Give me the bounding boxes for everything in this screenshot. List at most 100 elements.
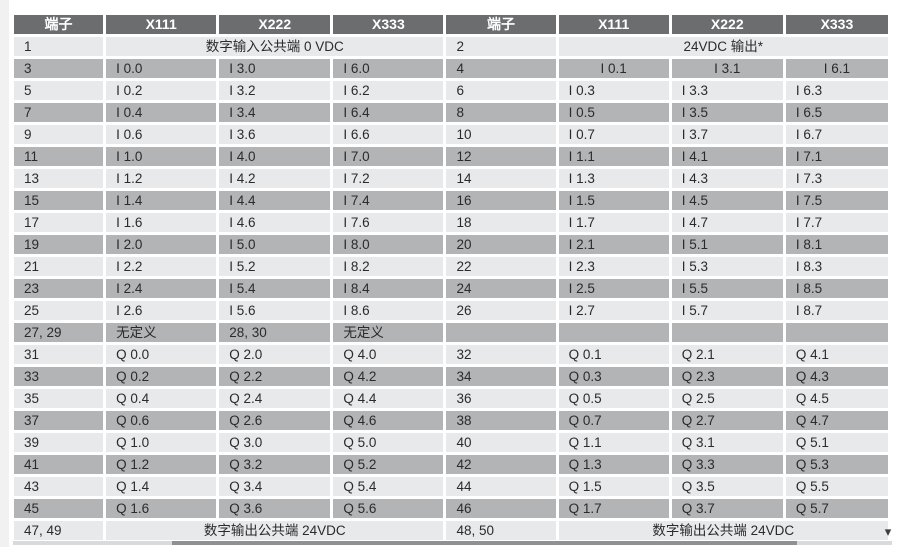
terminal-cell: 39 xyxy=(14,433,104,452)
signal-cell: Q 3.1 xyxy=(671,433,783,452)
signal-cell: I 6.6 xyxy=(333,125,444,144)
table-row: 13 I 1.2 I 4.2 I 7.2 14 I 1.3 I 4.3 I 7.3 xyxy=(14,169,888,188)
terminal-assignment-table: 端子 X111 X222 X333 端子 X111 X222 X333 1 数字输入公共端 0 … xyxy=(11,12,891,543)
terminal-cell: 20 xyxy=(446,235,556,254)
signal-cell: I 8.2 xyxy=(333,257,444,276)
terminal-cell: 21 xyxy=(14,257,104,276)
signal-cell: Q 1.2 xyxy=(106,455,217,474)
table-row: 23 I 2.4 I 5.4 I 8.4 24 I 2.5 I 5.5 I 8.5 xyxy=(14,279,888,298)
signal-cell: I 2.3 xyxy=(558,257,669,276)
signal-cell: I 5.1 xyxy=(671,235,783,254)
signal-cell: Q 3.0 xyxy=(219,433,331,452)
page-margin xyxy=(0,0,9,547)
signal-cell: Q 0.7 xyxy=(558,411,669,430)
signal-cell: 无定义 xyxy=(333,323,444,342)
terminal-cell: 11 xyxy=(14,147,104,166)
signal-cell: I 8.1 xyxy=(785,235,888,254)
signal-cell: I 4.5 xyxy=(671,191,783,210)
terminal-cell: 15 xyxy=(14,191,104,210)
terminal-cell: 36 xyxy=(446,389,556,408)
signal-cell xyxy=(558,323,669,342)
signal-cell: I 6.5 xyxy=(785,103,888,122)
signal-cell: Q 0.1 xyxy=(558,345,669,364)
signal-cell: I 1.4 xyxy=(106,191,217,210)
column-header: X111 xyxy=(558,15,669,34)
column-header: X222 xyxy=(219,15,331,34)
column-header: 端子 xyxy=(14,15,104,34)
signal-cell: 数字输出公共端 24VDC xyxy=(106,521,444,540)
column-header: X111 xyxy=(106,15,217,34)
table-row: 19 I 2.0 I 5.0 I 8.0 20 I 2.1 I 5.1 I 8.1 xyxy=(14,235,888,254)
signal-cell: I 3.1 xyxy=(671,59,783,78)
terminal-cell: 37 xyxy=(14,411,104,430)
signal-cell: Q 2.3 xyxy=(671,367,783,386)
terminal-cell: 45 xyxy=(14,499,104,518)
signal-cell: Q 4.5 xyxy=(785,389,888,408)
table-row: 39 Q 1.0 Q 3.0 Q 5.0 40 Q 1.1 Q 3.1 Q 5.1 xyxy=(14,433,888,452)
signal-cell: I 4.2 xyxy=(219,169,331,188)
signal-cell: Q 0.3 xyxy=(558,367,669,386)
terminal-cell: 33 xyxy=(14,367,104,386)
signal-cell: I 8.4 xyxy=(333,279,444,298)
table-row: 27, 29 无定义 28, 30 无定义 xyxy=(14,323,888,342)
signal-cell: I 3.5 xyxy=(671,103,783,122)
terminal-cell: 44 xyxy=(446,477,556,496)
scrollbar-thumb[interactable] xyxy=(172,541,797,545)
table-body: 1 数字输入公共端 0 VDC 2 24VDC 输出* 3 I 0.0 I 3.0 I 6.0… xyxy=(14,37,888,540)
signal-cell: I 1.6 xyxy=(106,213,217,232)
table-row: 45 Q 1.6 Q 3.6 Q 5.6 46 Q 1.7 Q 3.7 Q 5.7 xyxy=(14,499,888,518)
signal-cell: I 6.3 xyxy=(785,81,888,100)
signal-cell: Q 3.7 xyxy=(671,499,783,518)
table-row: 41 Q 1.2 Q 3.2 Q 5.2 42 Q 1.3 Q 3.3 Q 5.3 xyxy=(14,455,888,474)
signal-cell: I 2.4 xyxy=(106,279,217,298)
terminal-cell: 22 xyxy=(446,257,556,276)
terminal-cell: 14 xyxy=(446,169,556,188)
signal-cell: I 4.4 xyxy=(219,191,331,210)
signal-cell: I 7.1 xyxy=(785,147,888,166)
column-header: X222 xyxy=(671,15,783,34)
signal-cell: I 3.7 xyxy=(671,125,783,144)
signal-cell: 无定义 xyxy=(106,323,217,342)
signal-cell: I 5.5 xyxy=(671,279,783,298)
signal-cell: Q 4.6 xyxy=(333,411,444,430)
signal-cell: Q 2.4 xyxy=(219,389,331,408)
terminal-cell: 24 xyxy=(446,279,556,298)
signal-cell: I 3.4 xyxy=(219,103,331,122)
table-row: 11 I 1.0 I 4.0 I 7.0 12 I 1.1 I 4.1 I 7.1 xyxy=(14,147,888,166)
terminal-cell: 31 xyxy=(14,345,104,364)
column-header: X333 xyxy=(333,15,444,34)
signal-cell: I 2.0 xyxy=(106,235,217,254)
signal-cell: Q 0.0 xyxy=(106,345,217,364)
terminal-cell: 41 xyxy=(14,455,104,474)
signal-cell: I 2.7 xyxy=(558,301,669,320)
terminal-cell: 4 xyxy=(446,59,556,78)
signal-cell: Q 3.2 xyxy=(219,455,331,474)
terminal-cell: 32 xyxy=(446,345,556,364)
signal-cell: I 4.6 xyxy=(219,213,331,232)
terminal-cell: 48, 50 xyxy=(446,521,556,540)
signal-cell: Q 4.4 xyxy=(333,389,444,408)
signal-cell: I 2.5 xyxy=(558,279,669,298)
signal-cell: I 4.1 xyxy=(671,147,783,166)
terminal-cell: 43 xyxy=(14,477,104,496)
terminal-cell: 42 xyxy=(446,455,556,474)
signal-cell: I 5.0 xyxy=(219,235,331,254)
signal-cell: Q 5.4 xyxy=(333,477,444,496)
signal-cell: I 3.2 xyxy=(219,81,331,100)
terminal-cell: 7 xyxy=(14,103,104,122)
scroll-down-icon[interactable]: ▾ xyxy=(884,524,892,539)
signal-cell: I 2.2 xyxy=(106,257,217,276)
signal-cell: I 1.2 xyxy=(106,169,217,188)
signal-cell: I 7.3 xyxy=(785,169,888,188)
terminal-cell: 10 xyxy=(446,125,556,144)
signal-cell: Q 0.2 xyxy=(106,367,217,386)
signal-cell xyxy=(446,323,556,342)
signal-cell: I 0.7 xyxy=(558,125,669,144)
signal-cell: I 4.3 xyxy=(671,169,783,188)
terminal-cell: 8 xyxy=(446,103,556,122)
signal-cell xyxy=(671,323,783,342)
terminal-cell: 16 xyxy=(446,191,556,210)
signal-cell: I 1.3 xyxy=(558,169,669,188)
